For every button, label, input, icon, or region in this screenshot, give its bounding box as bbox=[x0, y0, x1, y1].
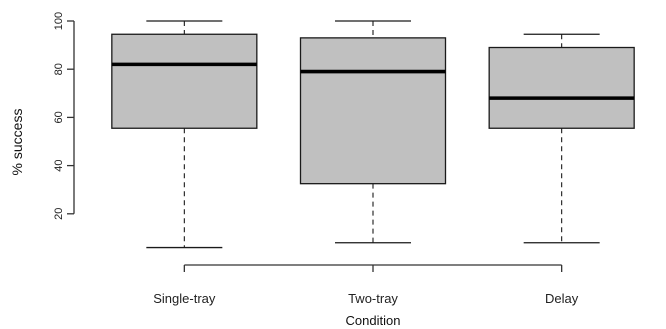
box-delay bbox=[488, 33, 635, 244]
y-ticks: 20 40 60 80 100 bbox=[53, 12, 74, 220]
x-tick-label: Delay bbox=[545, 291, 579, 306]
box-single-tray bbox=[111, 20, 258, 249]
box-two-tray bbox=[299, 20, 447, 244]
y-axis-title: % success bbox=[9, 109, 25, 176]
y-tick-label: 100 bbox=[53, 12, 65, 30]
x-tick-labels: Single-tray Two-tray Delay bbox=[153, 265, 579, 306]
x-tick-label: Single-tray bbox=[153, 291, 216, 306]
boxes bbox=[111, 20, 635, 249]
y-tick-label: 60 bbox=[53, 111, 65, 123]
iqr-box bbox=[488, 46, 635, 129]
iqr-box bbox=[299, 37, 447, 185]
y-tick-label: 80 bbox=[53, 63, 65, 75]
x-tick-label: Two-tray bbox=[348, 291, 398, 306]
y-tick-label: 20 bbox=[53, 208, 65, 220]
y-tick-label: 40 bbox=[53, 159, 65, 171]
iqr-box bbox=[111, 33, 258, 129]
x-axis-title: Condition bbox=[346, 313, 401, 328]
